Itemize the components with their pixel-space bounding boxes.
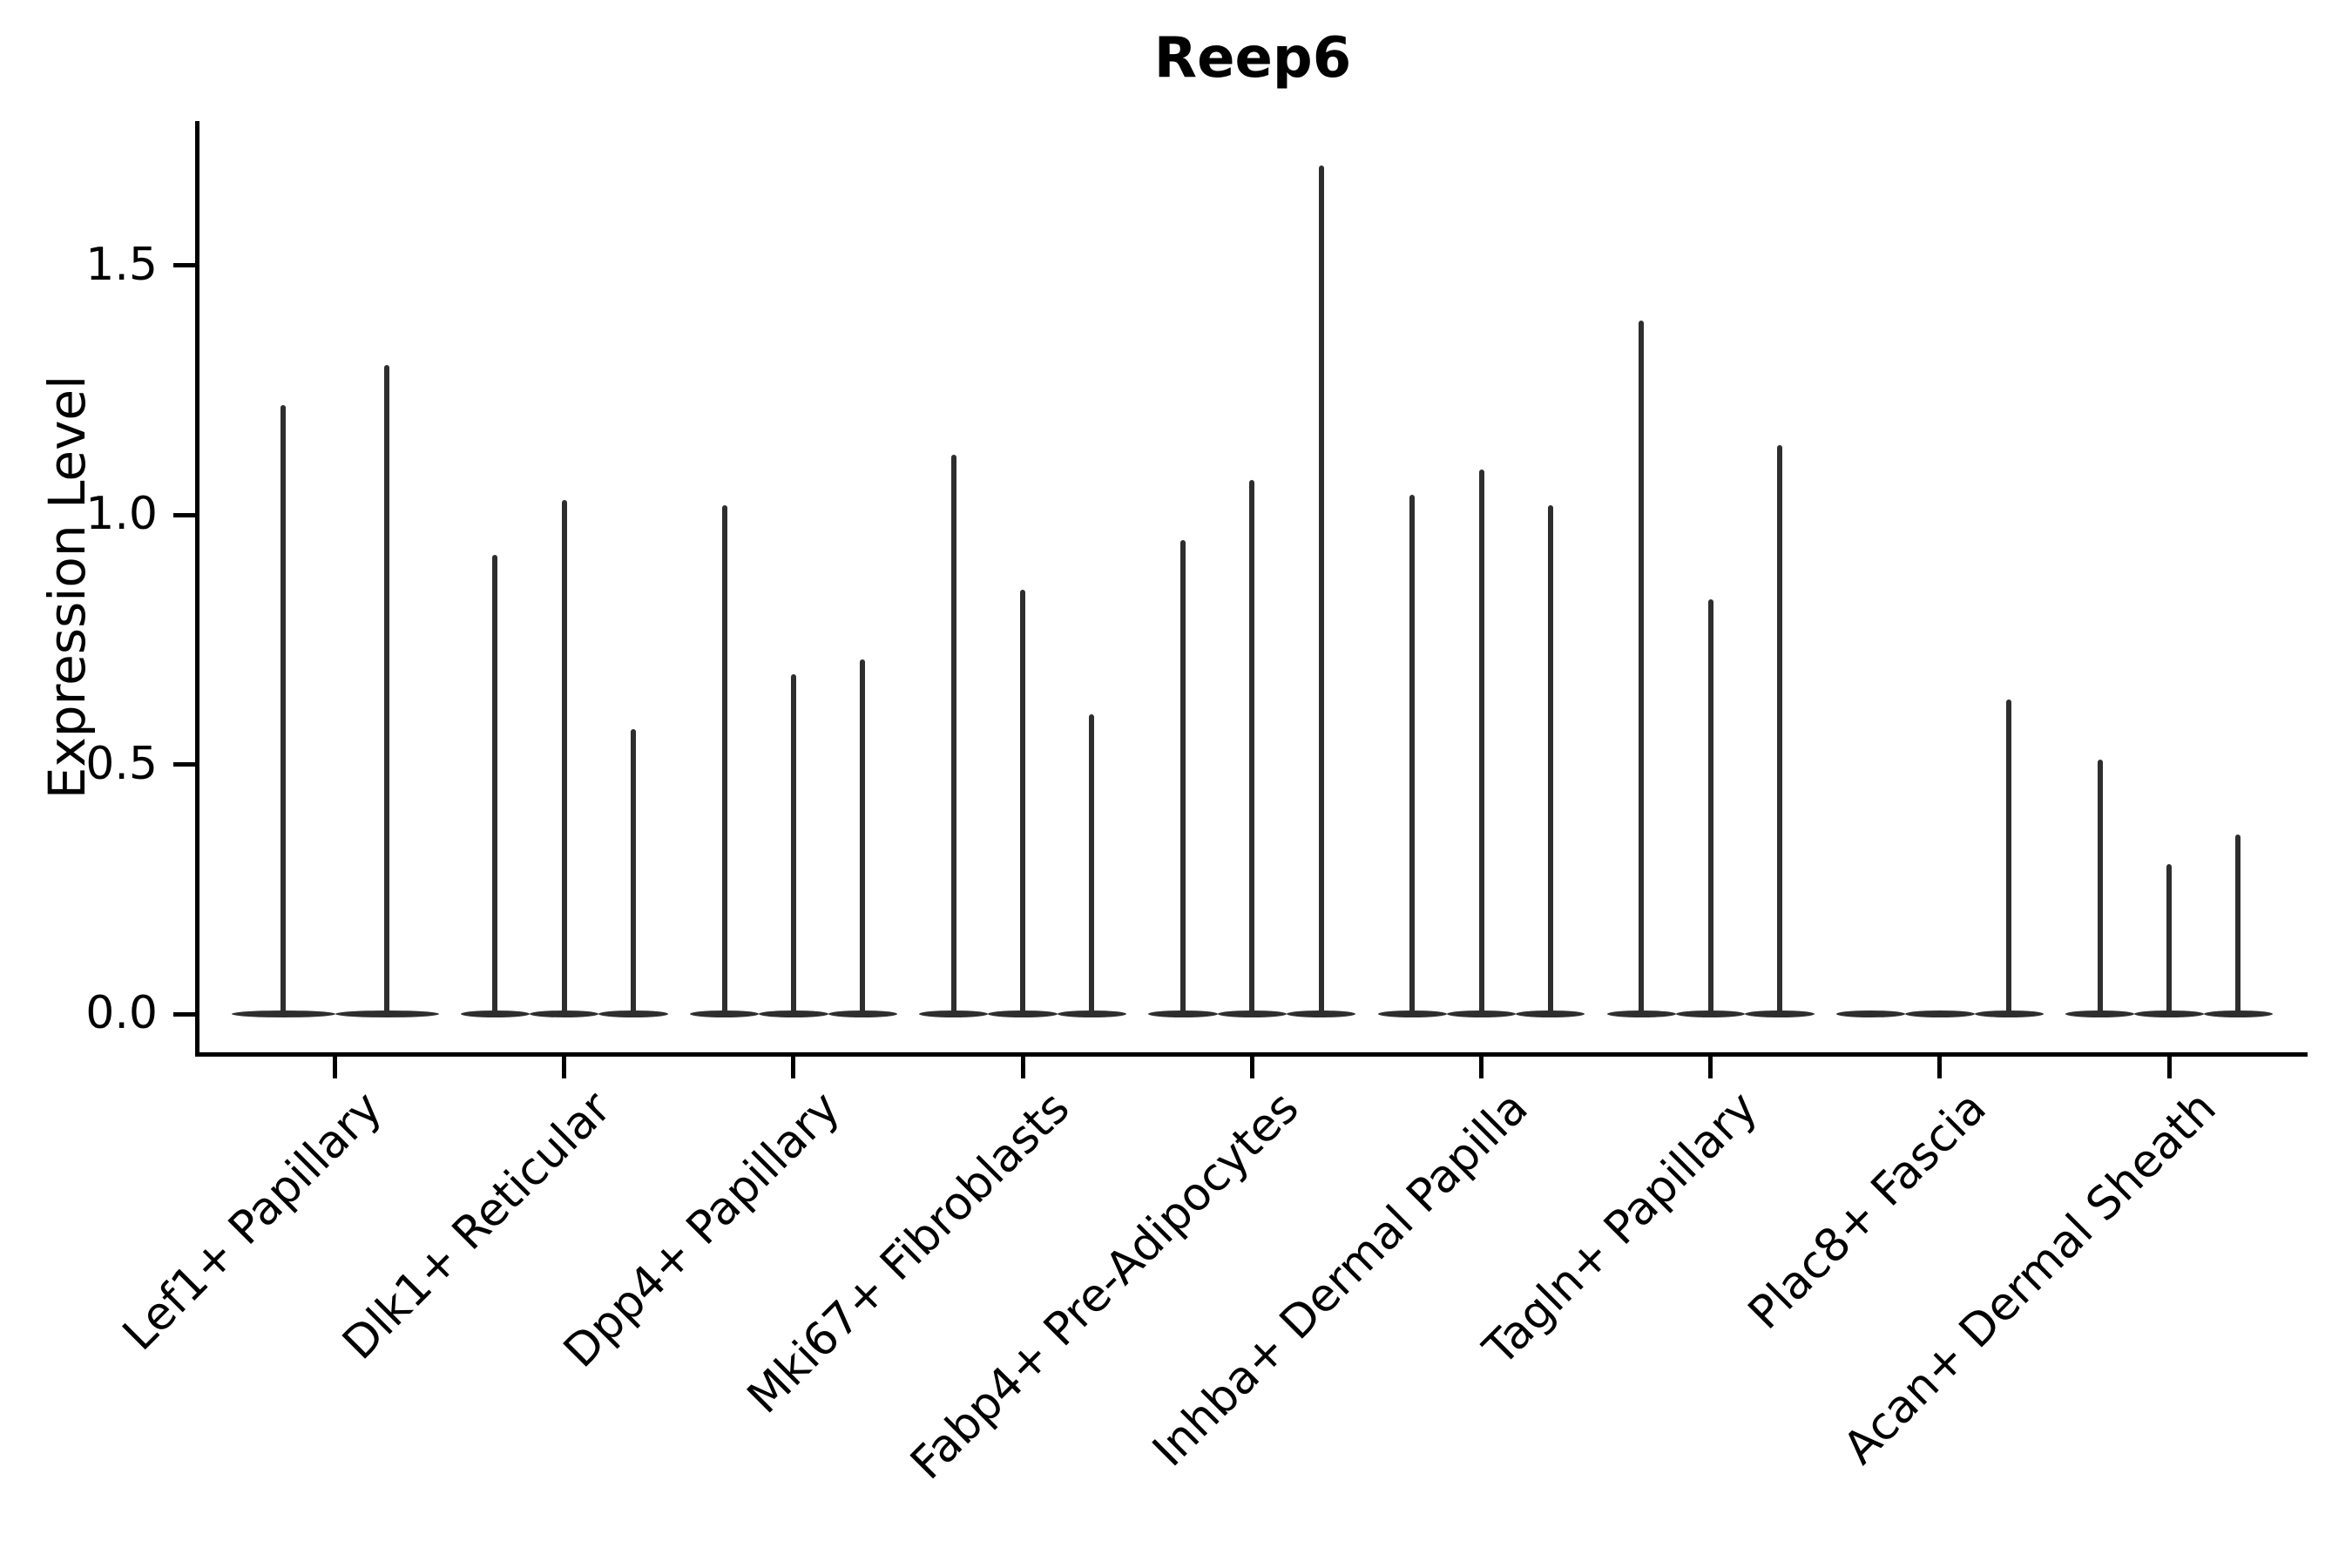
violin-base (1606, 1010, 1677, 1017)
violin-spike (1707, 599, 1713, 1014)
violin-base (1286, 1010, 1356, 1017)
y-tick-label: 0.0 (85, 987, 158, 1039)
violin-spike (631, 729, 637, 1014)
violin-base (1835, 1010, 1906, 1017)
violin-base (1745, 1010, 1815, 1017)
x-tick (2166, 1056, 2172, 1078)
violin-spike (2006, 700, 2012, 1014)
violin-base (335, 1010, 439, 1017)
y-tick (172, 1011, 195, 1017)
violin-spike (2235, 834, 2241, 1014)
x-axis-line (194, 1051, 2308, 1057)
violin-spike (280, 404, 286, 1014)
violin-base (1217, 1010, 1287, 1017)
violin-spike (1478, 470, 1484, 1014)
violin-base (231, 1010, 335, 1017)
violin-base (1057, 1010, 1127, 1017)
violin-spike (1777, 444, 1783, 1014)
violin-base (530, 1010, 599, 1017)
violin-base (1905, 1010, 1975, 1017)
x-tick (1708, 1056, 1713, 1078)
x-tick (791, 1056, 796, 1078)
y-tick (172, 512, 195, 517)
violin-spike (1020, 589, 1026, 1014)
violin-spike (1179, 539, 1186, 1014)
violin-base (598, 1010, 668, 1017)
violin-base (2065, 1010, 2135, 1017)
violin-base (828, 1010, 897, 1017)
violin-base (689, 1010, 760, 1017)
violin-spike (561, 499, 567, 1014)
violin-base (1516, 1010, 1585, 1017)
violin-spike (860, 659, 866, 1014)
y-tick (172, 263, 195, 267)
y-tick-label: 1.0 (85, 488, 158, 540)
violin-spike (1547, 504, 1553, 1014)
violin-spike (384, 365, 389, 1014)
violin-spike (1639, 320, 1645, 1014)
violin-base (2134, 1010, 2204, 1017)
x-tick-label: Plac8+ Fascia (1739, 1081, 1997, 1340)
violin-spike (950, 455, 956, 1014)
violin-spike (1249, 479, 1255, 1014)
violin-base (460, 1010, 531, 1017)
violin-spike (492, 554, 498, 1014)
violin-base (1148, 1010, 1218, 1017)
x-tick (1937, 1056, 1943, 1078)
x-tick-label: Fabp4+ Pre-Adipocytes (901, 1081, 1309, 1490)
y-axis-line (194, 121, 199, 1057)
violin-spike (721, 504, 727, 1014)
plot-title: Reep6 (1153, 26, 1352, 91)
violin-base (919, 1010, 989, 1017)
x-tick (1249, 1056, 1254, 1078)
x-tick (1479, 1056, 1484, 1078)
violin-spike (1089, 714, 1095, 1014)
x-tick (1020, 1056, 1025, 1078)
violin-base (988, 1010, 1058, 1017)
violin-spike (2166, 864, 2173, 1014)
y-tick (172, 762, 195, 767)
y-tick-label: 1.5 (85, 238, 158, 291)
x-tick-label: Inhba+ Dermal Papilla (1143, 1081, 1538, 1477)
violin-spike (790, 674, 796, 1014)
violin-base (1446, 1010, 1517, 1017)
y-tick-label: 0.5 (85, 737, 158, 790)
x-tick-label: Acan+ Dermal Sheath (1833, 1081, 2227, 1475)
x-tick (562, 1056, 567, 1078)
violin-base (2203, 1010, 2274, 1017)
violin-spike (1409, 495, 1416, 1014)
violin-base (1974, 1010, 2044, 1017)
violin-spike (1318, 165, 1324, 1014)
violin-spike (2097, 759, 2103, 1014)
violin-base (1676, 1010, 1746, 1017)
violin-base (759, 1010, 828, 1017)
x-tick (333, 1056, 337, 1078)
violin-base (1377, 1010, 1447, 1017)
